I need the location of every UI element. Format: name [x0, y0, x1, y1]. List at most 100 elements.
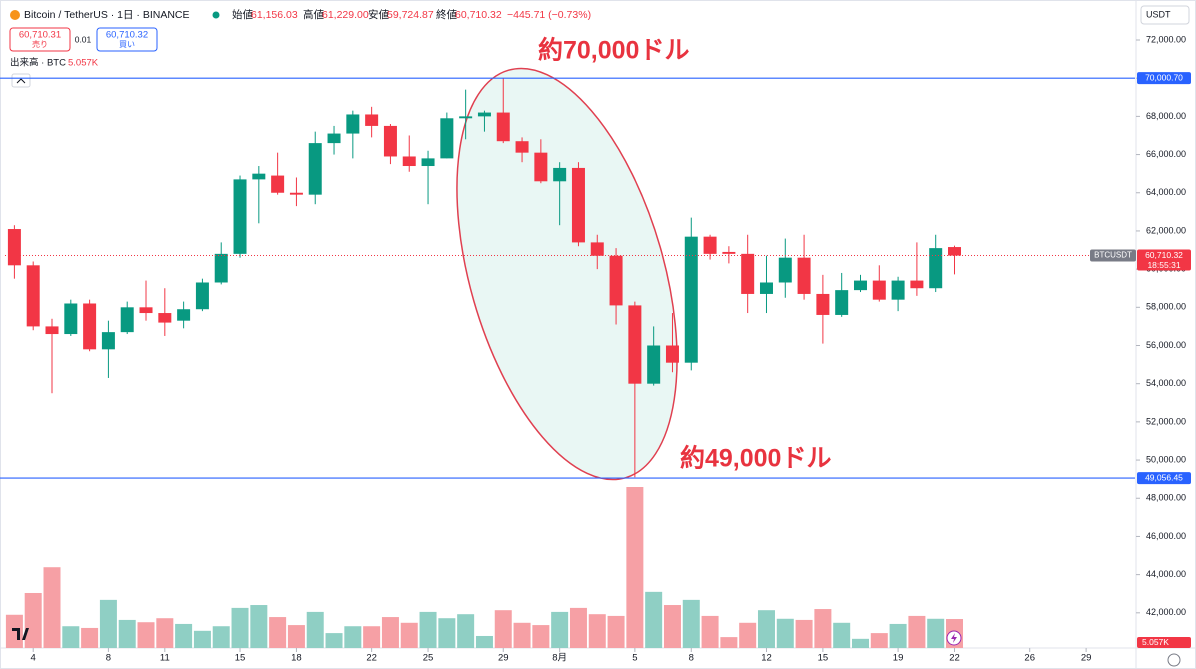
candle-body — [797, 257, 811, 294]
sell-button[interactable] — [9, 27, 71, 52]
candle-body — [252, 173, 266, 180]
symbol-icon — [10, 10, 20, 20]
candle-body — [7, 229, 21, 266]
candle-body — [496, 112, 510, 142]
candle-body — [872, 280, 886, 300]
hline-tag — [1137, 472, 1191, 485]
sell-price: 60,710.31 — [19, 30, 61, 41]
y-tick-label: 52,000.00 — [1146, 416, 1186, 426]
x-tick-label: 4 — [31, 653, 36, 664]
hline-label: 49,056.45 — [1145, 472, 1183, 482]
ohlc-value: 61,156.03 — [251, 9, 298, 21]
volume-name: 出来高 · BTC — [10, 57, 66, 69]
logo-mark — [12, 628, 29, 640]
y-tick-label: 44,000.00 — [1146, 569, 1186, 579]
candle-body — [853, 280, 867, 291]
volume-bar — [757, 610, 775, 648]
candle-body — [628, 305, 642, 384]
volume-bar — [851, 638, 869, 648]
candle-body — [647, 345, 661, 384]
symbol: Bitcoin / TetherUS · 1日 · BINANCE — [24, 9, 190, 21]
hline-label: 70,000.70 — [1145, 72, 1183, 82]
candle-body — [120, 307, 134, 333]
change: −445.71 (−0.73%) — [507, 9, 591, 21]
volume-bar — [363, 626, 381, 648]
candle-body — [665, 345, 679, 363]
volume-bar — [400, 622, 418, 648]
collapse-button[interactable] — [11, 73, 31, 88]
plot — [5, 67, 964, 648]
candle-body — [722, 251, 736, 254]
candle-body — [214, 253, 228, 283]
y-tick-label: 72,000.00 — [1146, 34, 1186, 44]
y-tick-label: 66,000.00 — [1146, 149, 1186, 159]
y-tick-label: 48,000.00 — [1146, 493, 1186, 503]
y-tick-label: 58,000.00 — [1146, 302, 1186, 312]
buy-price: 60,710.32 — [106, 30, 148, 41]
volume-bar — [419, 611, 437, 648]
candle-body — [910, 280, 924, 289]
volume-bar — [99, 599, 117, 648]
candle-body — [271, 175, 285, 193]
volume-bar — [344, 626, 362, 648]
volume-bar — [269, 617, 287, 648]
countdown: 18:55:31 — [1147, 260, 1180, 270]
volume-bar — [776, 618, 794, 648]
candle-body — [929, 248, 943, 289]
currency-button[interactable] — [1140, 5, 1190, 25]
volume-bar — [137, 622, 155, 648]
volume-bar — [551, 611, 569, 648]
y-tick-label: 46,000.00 — [1146, 531, 1186, 541]
x-tick-label: 22 — [949, 653, 960, 664]
x-tick-label: 25 — [423, 653, 434, 664]
volume-bar — [287, 625, 305, 648]
volume-bar — [212, 626, 230, 648]
candle-body — [101, 332, 115, 350]
volume-bar — [588, 614, 606, 648]
candle-body — [64, 303, 78, 335]
x-tick-label: 18 — [291, 653, 302, 664]
candle-body — [891, 280, 905, 300]
hline-tag — [1137, 72, 1191, 85]
candle-body — [327, 133, 341, 144]
candle-body — [139, 307, 153, 314]
candle-body — [684, 236, 698, 363]
buy-button[interactable] — [96, 27, 158, 52]
volume-value: 5.057K — [68, 58, 99, 69]
ohlc-label: 高値 — [303, 8, 324, 21]
volume-bar — [81, 627, 99, 648]
volume-bar — [62, 626, 80, 648]
y-tick-label: 42,000.00 — [1146, 607, 1186, 617]
volume-bar — [908, 615, 926, 648]
candle-body — [515, 141, 529, 153]
settings-icon[interactable] — [1167, 653, 1181, 667]
volume-bar — [814, 609, 832, 648]
volume-bar — [739, 622, 757, 648]
candle-body — [553, 167, 567, 182]
candle-body — [195, 282, 209, 310]
x-tick-label: 8 — [689, 653, 694, 664]
ohlc-label: 始値 — [232, 8, 253, 21]
status-dot — [212, 11, 220, 19]
candle-body — [534, 152, 548, 182]
candle-body — [741, 253, 755, 294]
currency: USDT — [1146, 9, 1171, 19]
volume-bar — [513, 622, 531, 648]
volume-bar — [325, 633, 343, 648]
candle-body — [83, 303, 97, 350]
candle-body — [835, 290, 849, 315]
ohlc-label: 安値 — [368, 8, 389, 21]
candle-body — [609, 255, 623, 306]
volume-bar — [193, 630, 211, 648]
ohlc-value: 61,229.00 — [322, 9, 369, 21]
candle-body — [421, 158, 435, 167]
x-tick-label: 29 — [1081, 653, 1092, 664]
x-tick-label: 5 — [632, 653, 637, 664]
x-tick-label: 15 — [818, 653, 829, 664]
volume-tag-label: 5.057K — [1142, 637, 1169, 647]
volume-bar — [381, 617, 399, 648]
x-tick-label: 12 — [761, 653, 772, 664]
volume-bar — [494, 610, 512, 648]
volume-bar — [43, 567, 61, 648]
